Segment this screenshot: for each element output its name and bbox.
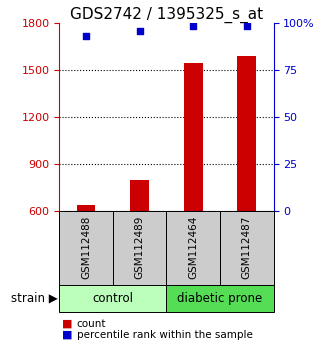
Text: GSM112489: GSM112489 (135, 216, 145, 280)
Text: GSM112487: GSM112487 (242, 216, 252, 280)
Bar (130, 180, 149, 211)
Point (84, 33, 89, 39)
Title: GDS2742 / 1395325_s_at: GDS2742 / 1395325_s_at (70, 7, 263, 23)
Text: count: count (77, 319, 106, 329)
Text: ■: ■ (62, 330, 73, 339)
Bar (184, 63, 203, 211)
Point (191, 23, 196, 29)
Point (244, 23, 249, 29)
Bar (237, 56, 256, 211)
Bar (76, 205, 95, 211)
Point (137, 28, 142, 33)
Text: GSM112464: GSM112464 (188, 216, 198, 280)
Text: GSM112488: GSM112488 (81, 216, 91, 280)
Text: control: control (92, 292, 133, 305)
Text: strain ▶: strain ▶ (11, 292, 58, 305)
Text: ■: ■ (62, 319, 73, 329)
Text: diabetic prone: diabetic prone (177, 292, 263, 305)
Text: percentile rank within the sample: percentile rank within the sample (77, 330, 253, 339)
